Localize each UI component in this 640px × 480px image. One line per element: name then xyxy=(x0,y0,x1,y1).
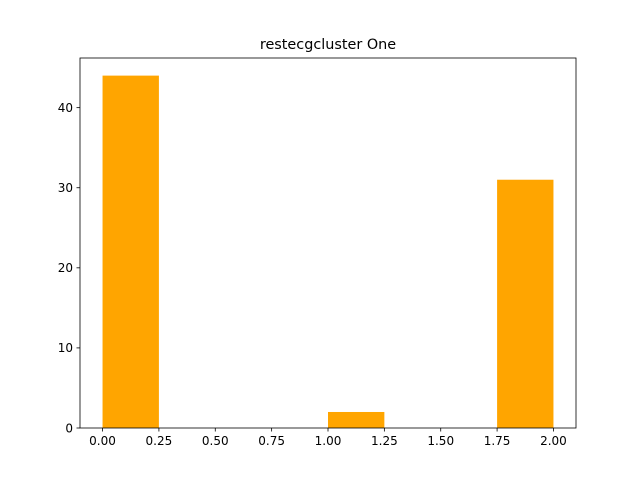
x-tick-label: 1.00 xyxy=(315,434,342,448)
x-tick-label: 1.50 xyxy=(427,434,454,448)
x-tick-label: 0.75 xyxy=(258,434,285,448)
y-tick-label: 10 xyxy=(58,341,73,355)
y-tick-label: 30 xyxy=(58,181,73,195)
histogram-bar-4 xyxy=(328,411,385,428)
x-axis: 0.00 0.25 0.50 0.75 1.00 1.25 1.50 1.75 2.00 xyxy=(89,428,567,448)
chart-title: restecgcluster One xyxy=(260,37,396,53)
histogram-bar-7 xyxy=(497,179,554,428)
x-tick-label: 2.00 xyxy=(540,434,567,448)
y-tick-label: 40 xyxy=(58,101,73,115)
bars-group xyxy=(102,75,554,428)
x-tick-label: 0.00 xyxy=(89,434,116,448)
histogram-bar-0 xyxy=(102,75,159,428)
x-tick-label: 1.25 xyxy=(371,434,398,448)
y-axis: 0 10 20 30 40 xyxy=(58,101,80,435)
plot-frame xyxy=(79,57,577,429)
x-tick-label: 0.25 xyxy=(146,434,173,448)
x-tick-label: 0.50 xyxy=(202,434,229,448)
y-tick-label: 0 xyxy=(65,421,73,435)
x-tick-label: 1.75 xyxy=(484,434,511,448)
y-tick-label: 20 xyxy=(58,261,73,275)
